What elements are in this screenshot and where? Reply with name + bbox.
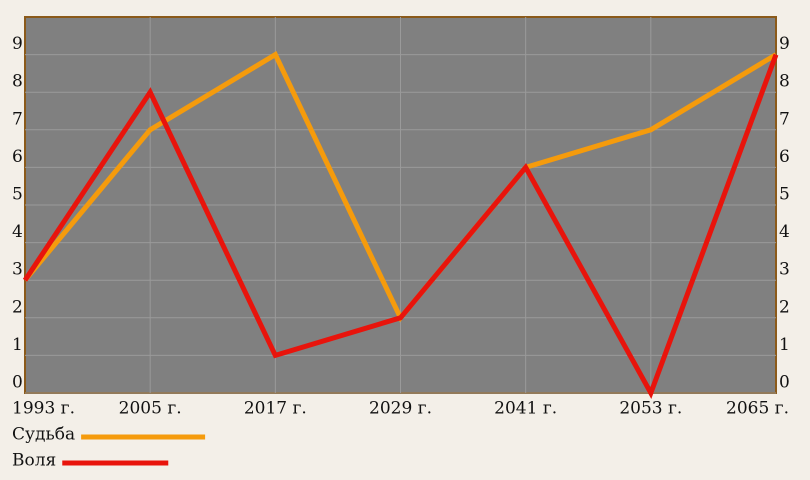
x-tick-label: 2041 г. <box>494 399 557 419</box>
y2-tick-label: 3 <box>779 260 790 280</box>
series-line <box>22 53 779 399</box>
y-tick-label: 1 <box>12 335 23 355</box>
x-tick-label: 1993 г. <box>12 399 75 419</box>
y2-tick-label: 2 <box>779 297 790 317</box>
y-tick-label: 5 <box>12 185 23 205</box>
y2-tick-label: 6 <box>779 147 790 167</box>
x-tick-label: 2053 г. <box>619 399 682 419</box>
y2-tick-label: 0 <box>779 373 790 393</box>
y2-tick-label: 9 <box>779 34 790 54</box>
x-tick-label: 2065 г. <box>726 399 789 419</box>
y-tick-label: 3 <box>12 260 23 280</box>
x-tick-label: 2017 г. <box>244 399 307 419</box>
y-tick-label: 0 <box>12 373 23 393</box>
y2-tick-label: 7 <box>779 109 790 129</box>
legend-label: Судьба <box>12 425 75 445</box>
x-tick-label: 2029 г. <box>369 399 432 419</box>
x-tick-label: 2005 г. <box>119 399 182 419</box>
y-tick-label: 9 <box>12 34 23 54</box>
y-tick-label: 4 <box>12 222 23 242</box>
y-tick-label: 8 <box>12 72 23 92</box>
y2-tick-label: 8 <box>779 72 790 92</box>
y-tick-label: 7 <box>12 109 23 129</box>
legend-label: Воля <box>12 451 56 471</box>
y-tick-label: 6 <box>12 147 23 167</box>
y2-tick-label: 1 <box>779 335 790 355</box>
y2-tick-label: 4 <box>779 222 790 242</box>
y-tick-label: 2 <box>12 297 23 317</box>
y2-tick-label: 5 <box>779 185 790 205</box>
